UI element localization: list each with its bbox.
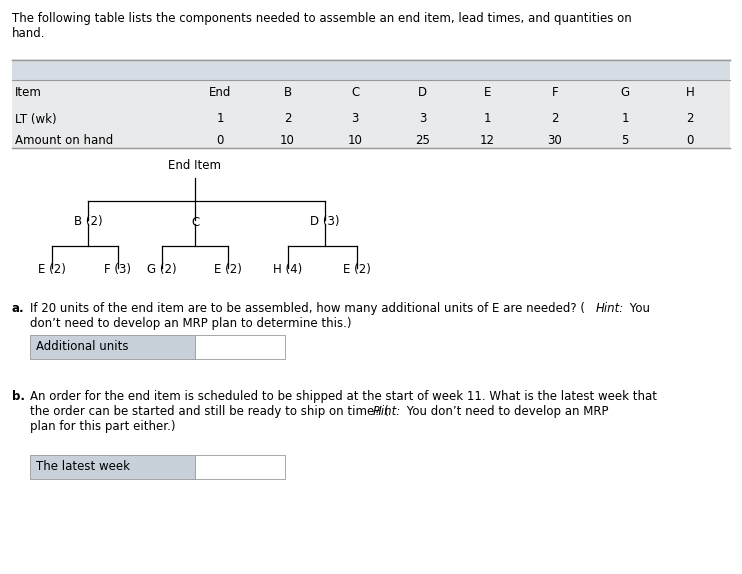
Bar xyxy=(12,60,730,148)
Text: B: B xyxy=(283,87,292,99)
Text: C: C xyxy=(351,87,359,99)
Text: Hint:: Hint: xyxy=(373,405,401,418)
Text: 3: 3 xyxy=(351,113,358,126)
Text: E (2): E (2) xyxy=(38,263,66,277)
Text: plan for this part either.): plan for this part either.) xyxy=(30,420,176,433)
Text: 2: 2 xyxy=(283,113,292,126)
Text: 30: 30 xyxy=(548,134,562,146)
Text: End: End xyxy=(209,87,232,99)
Text: 2: 2 xyxy=(551,113,559,126)
Text: 2: 2 xyxy=(686,113,694,126)
Text: 10: 10 xyxy=(347,134,362,146)
Text: G (2): G (2) xyxy=(147,263,177,277)
Text: Hint:: Hint: xyxy=(596,302,624,315)
Bar xyxy=(195,335,285,359)
Bar xyxy=(30,335,195,359)
Text: If 20 units of the end item are to be assembled, how many additional units of E : If 20 units of the end item are to be as… xyxy=(30,302,585,315)
Text: 5: 5 xyxy=(621,134,628,146)
Text: 12: 12 xyxy=(480,134,495,146)
Text: 3: 3 xyxy=(418,113,426,126)
Text: LT (wk): LT (wk) xyxy=(15,113,56,126)
Text: F: F xyxy=(552,87,558,99)
Text: End Item: End Item xyxy=(168,159,222,172)
Text: the order can be started and still be ready to ship on time? (: the order can be started and still be re… xyxy=(30,405,389,418)
Text: H: H xyxy=(686,87,695,99)
Bar xyxy=(30,455,195,479)
Text: B (2): B (2) xyxy=(73,215,102,228)
Text: F (3): F (3) xyxy=(105,263,131,277)
Text: Amount on hand: Amount on hand xyxy=(15,134,114,146)
Text: H (4): H (4) xyxy=(273,263,303,277)
Bar xyxy=(195,455,285,479)
Text: D (3): D (3) xyxy=(310,215,340,228)
Text: 0: 0 xyxy=(686,134,694,146)
Text: 0: 0 xyxy=(217,134,223,146)
Text: Item: Item xyxy=(15,87,42,99)
Text: You: You xyxy=(626,302,650,315)
Text: 1: 1 xyxy=(484,113,491,126)
Text: Additional units: Additional units xyxy=(36,340,128,354)
Text: An order for the end item is scheduled to be shipped at the start of week 11. Wh: An order for the end item is scheduled t… xyxy=(30,390,657,403)
Text: D: D xyxy=(418,87,427,99)
Text: E (2): E (2) xyxy=(343,263,371,277)
Text: The latest week: The latest week xyxy=(36,460,130,474)
Text: E: E xyxy=(484,87,491,99)
Text: E (2): E (2) xyxy=(214,263,242,277)
Text: C: C xyxy=(191,215,199,228)
Text: 25: 25 xyxy=(415,134,430,146)
Text: a.: a. xyxy=(12,302,24,315)
Bar xyxy=(12,60,730,80)
Text: hand.: hand. xyxy=(12,27,45,40)
Text: 10: 10 xyxy=(280,134,295,146)
Text: b.: b. xyxy=(12,390,25,403)
Text: 1: 1 xyxy=(621,113,628,126)
Text: The following table lists the components needed to assemble an end item, lead ti: The following table lists the components… xyxy=(12,12,631,25)
Text: You don’t need to develop an MRP: You don’t need to develop an MRP xyxy=(403,405,608,418)
Text: don’t need to develop an MRP plan to determine this.): don’t need to develop an MRP plan to det… xyxy=(30,317,352,330)
Text: G: G xyxy=(620,87,629,99)
Text: 1: 1 xyxy=(216,113,224,126)
